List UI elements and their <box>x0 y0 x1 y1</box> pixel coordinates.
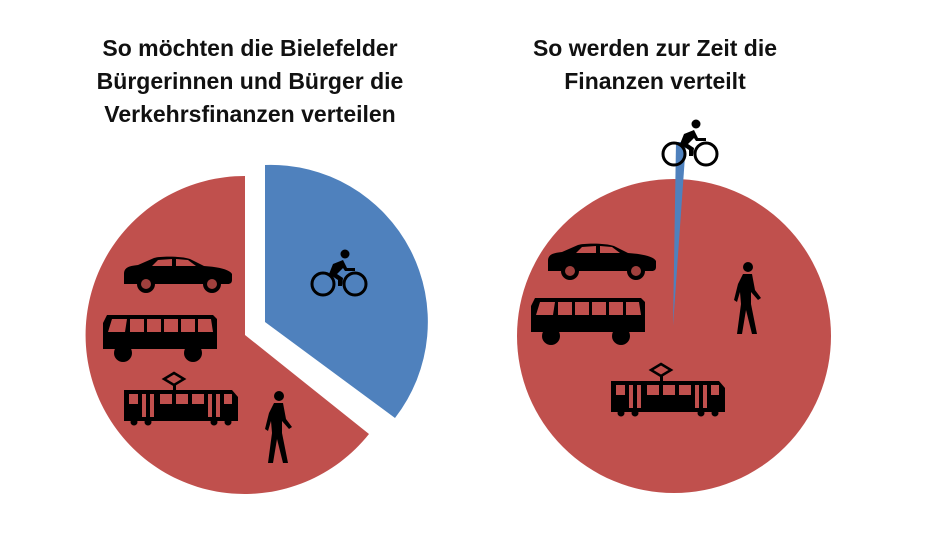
slice-other-modes <box>517 179 831 493</box>
slice-bicycle <box>673 142 686 326</box>
pie-current <box>517 118 831 493</box>
chart-title-current: So werden zur Zeit die Finanzen verteilt <box>532 35 778 94</box>
pie-desired <box>85 164 428 494</box>
bicycle-icon <box>661 118 719 167</box>
chart-title-desired: So möchten die Bielefelder Bürgerinnen u… <box>96 35 404 127</box>
